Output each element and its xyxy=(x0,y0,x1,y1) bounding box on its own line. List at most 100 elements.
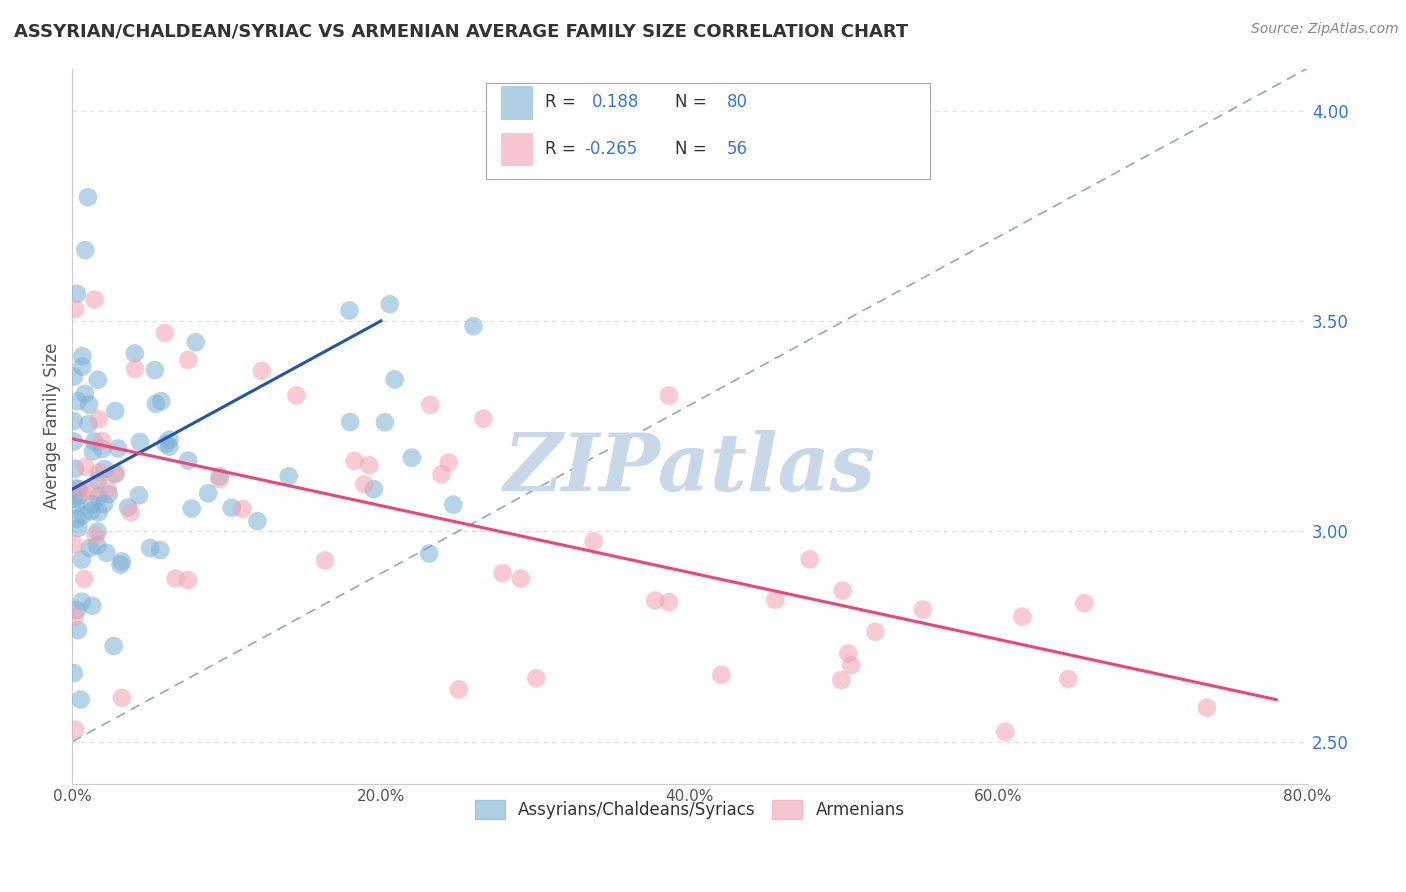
Point xyxy=(73,572,96,586)
Point xyxy=(463,319,485,334)
Point xyxy=(117,500,139,515)
Point xyxy=(105,466,128,480)
Text: R =: R = xyxy=(546,94,581,112)
Point xyxy=(509,572,531,586)
Point xyxy=(82,599,104,613)
Point xyxy=(70,594,93,608)
Point xyxy=(159,433,181,447)
Point xyxy=(107,442,129,456)
Point xyxy=(232,502,254,516)
Point xyxy=(384,372,406,386)
Point xyxy=(180,501,202,516)
Text: ZIPatlas: ZIPatlas xyxy=(503,430,876,508)
Point xyxy=(582,534,605,549)
Point xyxy=(157,440,180,454)
Text: 80: 80 xyxy=(727,94,748,112)
Point xyxy=(184,335,207,350)
Point xyxy=(103,639,125,653)
Text: R =: R = xyxy=(546,140,581,158)
Text: N =: N = xyxy=(675,94,711,112)
Point xyxy=(111,554,134,568)
Point xyxy=(104,467,127,481)
Point xyxy=(63,723,86,737)
Point xyxy=(65,482,87,496)
Point xyxy=(246,514,269,528)
Point xyxy=(86,474,108,488)
Point xyxy=(87,373,110,387)
Point xyxy=(710,668,733,682)
Point xyxy=(221,500,243,515)
Point xyxy=(359,458,381,473)
Point xyxy=(353,477,375,491)
Point xyxy=(69,692,91,706)
Point xyxy=(77,417,100,432)
Point xyxy=(799,552,821,566)
Point xyxy=(77,398,100,412)
Y-axis label: Average Family Size: Average Family Size xyxy=(44,343,60,509)
Point xyxy=(66,624,89,638)
Point xyxy=(93,462,115,476)
Point xyxy=(66,512,89,526)
Point xyxy=(839,658,862,673)
Point xyxy=(1073,596,1095,610)
Point xyxy=(87,505,110,519)
Point xyxy=(419,398,441,412)
Text: -0.265: -0.265 xyxy=(585,140,638,158)
Point xyxy=(75,459,97,474)
Point xyxy=(658,388,681,402)
Point xyxy=(837,647,859,661)
Point xyxy=(437,455,460,469)
Point xyxy=(124,362,146,376)
Point xyxy=(378,297,401,311)
Text: Source: ZipAtlas.com: Source: ZipAtlas.com xyxy=(1251,22,1399,37)
Point xyxy=(72,508,94,523)
Point xyxy=(143,363,166,377)
Point xyxy=(197,486,219,500)
Point xyxy=(430,467,453,482)
Point xyxy=(250,364,273,378)
Point xyxy=(1195,700,1218,714)
FancyBboxPatch shape xyxy=(501,87,531,119)
Point xyxy=(87,466,110,480)
Point xyxy=(994,724,1017,739)
Text: 0.188: 0.188 xyxy=(592,94,640,112)
Point xyxy=(91,442,114,456)
FancyBboxPatch shape xyxy=(501,133,531,165)
Point xyxy=(63,491,86,506)
Point xyxy=(277,469,299,483)
Point xyxy=(155,436,177,450)
Point xyxy=(66,394,89,409)
Point xyxy=(128,434,150,449)
FancyBboxPatch shape xyxy=(486,83,931,179)
Point xyxy=(150,394,173,409)
Point xyxy=(658,595,681,609)
Point xyxy=(374,415,396,429)
Point xyxy=(145,397,167,411)
Point xyxy=(86,539,108,553)
Point xyxy=(110,558,132,572)
Point xyxy=(77,190,100,204)
Text: ASSYRIAN/CHALDEAN/SYRIAC VS ARMENIAN AVERAGE FAMILY SIZE CORRELATION CHART: ASSYRIAN/CHALDEAN/SYRIAC VS ARMENIAN AVE… xyxy=(14,22,908,40)
Point xyxy=(831,583,853,598)
Point xyxy=(62,537,84,551)
Point xyxy=(363,482,385,496)
Point xyxy=(441,498,464,512)
Point xyxy=(73,387,96,401)
Point xyxy=(644,593,666,607)
Point xyxy=(491,566,513,581)
Point xyxy=(86,524,108,539)
Point xyxy=(66,603,89,617)
Point xyxy=(401,450,423,465)
Point xyxy=(339,303,361,318)
Point xyxy=(65,301,87,316)
Point xyxy=(62,414,84,428)
Point xyxy=(96,546,118,560)
Point xyxy=(66,286,89,301)
Point xyxy=(285,388,308,402)
Point xyxy=(1057,672,1080,686)
Point xyxy=(63,434,86,449)
Point xyxy=(128,488,150,502)
Point xyxy=(72,359,94,374)
Point xyxy=(83,293,105,307)
Point xyxy=(177,352,200,367)
